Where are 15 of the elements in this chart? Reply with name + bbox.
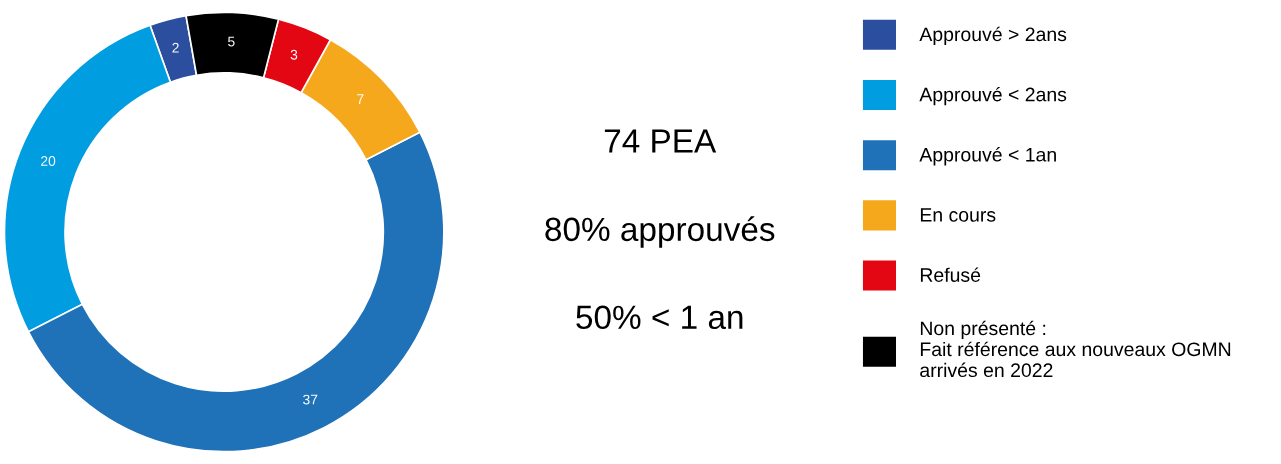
legend-label: En cours bbox=[920, 208, 996, 222]
data-label: 7 bbox=[357, 94, 364, 104]
data-label: 37 bbox=[303, 394, 318, 405]
legend-label: Refusé bbox=[920, 267, 981, 282]
text: 80% approuvés bbox=[545, 216, 775, 248]
data-label: 20 bbox=[41, 156, 56, 166]
legend-label: Approuvé < 1an bbox=[919, 147, 1056, 166]
data-label: 2 bbox=[172, 42, 179, 53]
text: 50% < 1 an bbox=[576, 305, 743, 330]
legend-label: Approuvé > 2ans bbox=[919, 26, 1067, 46]
legend-label: Non présenté : Fait référence aux nouveaux OGMN arrivés en 2022 bbox=[920, 320, 1231, 378]
text: 74 PEA bbox=[604, 129, 717, 153]
data-label: 3 bbox=[290, 49, 298, 60]
data-label: 5 bbox=[228, 36, 235, 47]
legend-label: Approuvé < 2ans bbox=[919, 86, 1067, 106]
